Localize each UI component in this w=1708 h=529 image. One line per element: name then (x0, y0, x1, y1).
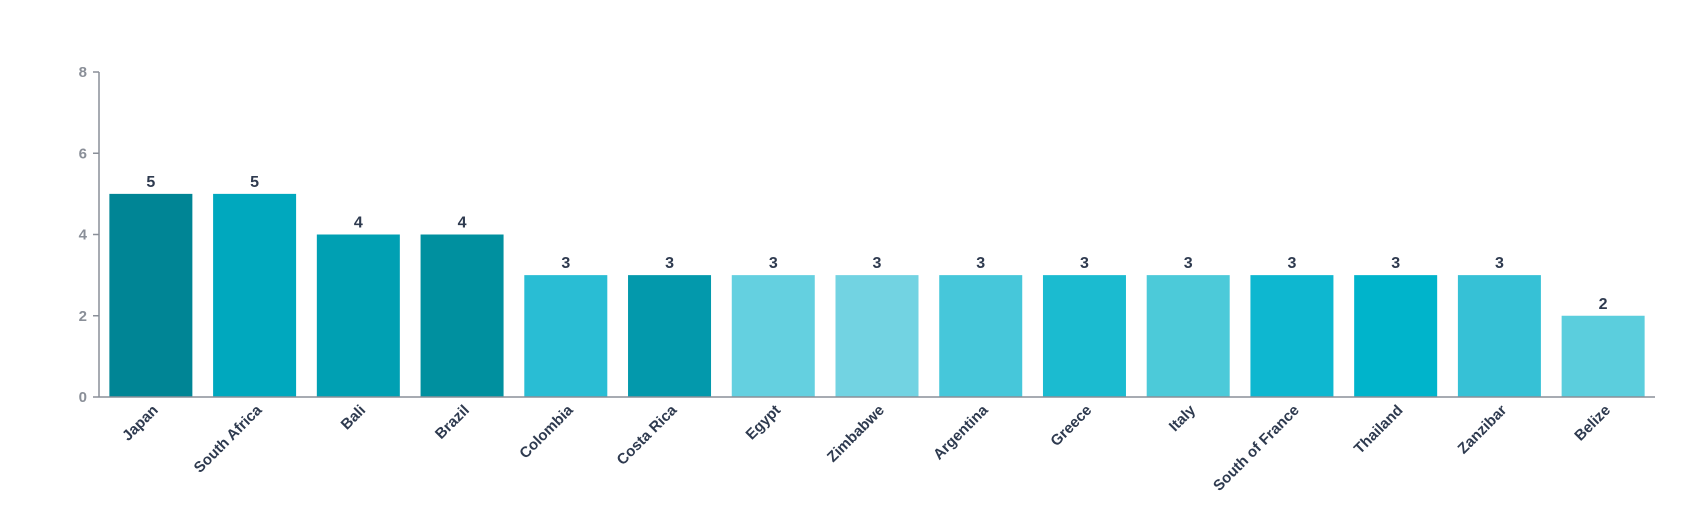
x-tick-label-belize: Belize (1571, 402, 1614, 445)
value-label-colombia: 3 (561, 255, 570, 272)
bar-greece[interactable] (1042, 275, 1126, 397)
x-tick-label-zanzibar: Zanzibar (1455, 402, 1511, 458)
bar-zimbabwe[interactable] (835, 275, 919, 397)
x-tick-label-thailand: Thailand (1351, 402, 1407, 458)
x-tick-label-zimbabwe: Zimbabwe (824, 402, 888, 466)
x-tick-label-south-africa: South Africa (191, 401, 266, 476)
bar-south-of-france[interactable] (1250, 275, 1334, 397)
bar-bali[interactable] (316, 234, 400, 398)
x-tick-label-colombia: Colombia (516, 401, 577, 462)
x-tick-label-costa-rica: Costa Rica (614, 401, 681, 468)
value-label-argentina: 3 (976, 255, 985, 272)
value-label-south-africa: 5 (250, 174, 259, 191)
value-label-south-of-france: 3 (1287, 255, 1296, 272)
y-axis-ticks: 0 2 4 6 8 (79, 64, 99, 406)
bar-zanzibar[interactable] (1457, 275, 1541, 397)
bar-brazil[interactable] (420, 234, 504, 398)
value-label-zimbabwe: 3 (873, 255, 882, 272)
y-tick-label-4: 4 (79, 227, 88, 244)
value-label-italy: 3 (1184, 255, 1193, 272)
bar-italy[interactable] (1146, 275, 1230, 397)
y-tick-label-8: 8 (79, 64, 87, 81)
value-label-japan: 5 (146, 174, 155, 191)
value-label-brazil: 4 (458, 215, 467, 232)
value-label-thailand: 3 (1391, 255, 1400, 272)
bar-belize[interactable] (1561, 315, 1645, 397)
bar-egypt[interactable] (731, 275, 815, 397)
bar-argentina[interactable] (939, 275, 1023, 397)
x-axis-labels-group: Japan South Africa Bali Brazil Colombia Costa… (119, 401, 1614, 494)
value-label-zanzibar: 3 (1495, 255, 1504, 272)
value-label-costa-rica: 3 (665, 255, 674, 272)
x-tick-label-italy: Italy (1166, 401, 1200, 435)
bar-japan[interactable] (109, 193, 193, 397)
x-tick-label-greece: Greece (1047, 402, 1095, 450)
y-tick-label-2: 2 (79, 308, 87, 325)
value-label-bali: 4 (354, 215, 363, 232)
x-tick-label-argentina: Argentina (930, 401, 992, 463)
bars-group (109, 193, 1645, 398)
value-label-greece: 3 (1080, 255, 1089, 272)
bar-colombia[interactable] (524, 275, 608, 397)
x-tick-label-egypt: Egypt (743, 402, 784, 443)
x-tick-label-brazil: Brazil (432, 402, 473, 443)
bar-south-africa[interactable] (213, 193, 297, 397)
value-label-belize: 2 (1599, 296, 1608, 313)
value-label-egypt: 3 (769, 255, 778, 272)
x-tick-label-japan: Japan (119, 402, 162, 445)
y-tick-label-0: 0 (79, 389, 87, 406)
y-tick-label-6: 6 (79, 145, 87, 162)
x-tick-label-bali: Bali (338, 402, 369, 433)
value-labels-group: 5 5 4 4 3 3 3 3 3 3 3 3 3 3 2 (146, 174, 1607, 313)
bar-thailand[interactable] (1354, 275, 1438, 397)
bar-costa-rica[interactable] (628, 275, 712, 397)
x-tick-label-south-of-france: South of France (1210, 402, 1303, 495)
